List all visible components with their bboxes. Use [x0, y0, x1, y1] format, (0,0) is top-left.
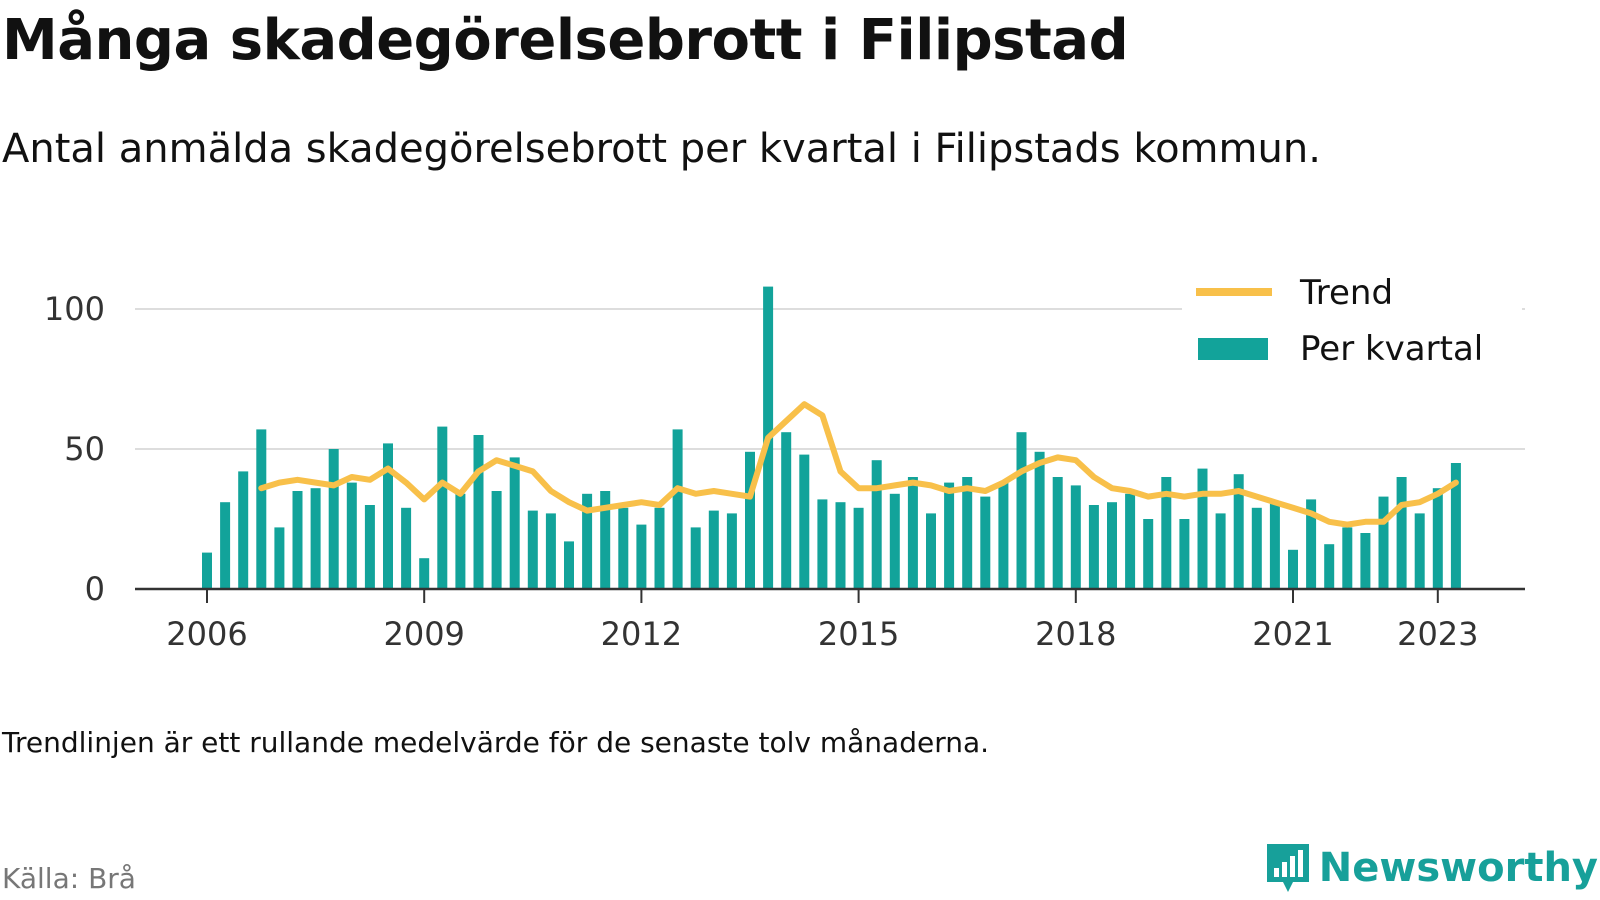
bar [437, 426, 448, 589]
legend-bar-label: Per kvartal [1300, 329, 1483, 369]
bar [944, 482, 955, 589]
x-tick-label: 2023 [1397, 615, 1478, 653]
bar [328, 449, 339, 589]
bar [998, 482, 1009, 589]
chart: 0 50 100 2006 2009 2012 2015 2018 2021 2023 Trend… [44, 272, 1525, 653]
x-tick-label: 2018 [1035, 615, 1116, 653]
bar [672, 429, 683, 589]
bar [889, 493, 900, 589]
bar [1414, 513, 1425, 589]
bar [545, 513, 556, 589]
bar [726, 513, 737, 589]
bar [220, 502, 231, 589]
bar [1052, 477, 1063, 589]
bar [1107, 502, 1117, 589]
bar [1070, 485, 1081, 589]
bar [1269, 502, 1280, 589]
y-tick-label: 0 [85, 570, 105, 608]
bar [1161, 477, 1172, 589]
bar [202, 552, 212, 589]
bar [509, 457, 520, 589]
bar [926, 513, 936, 589]
bar [745, 451, 755, 589]
x-tick-label: 2021 [1252, 615, 1333, 653]
bar [799, 454, 810, 589]
bar [455, 493, 466, 589]
bar [292, 491, 303, 589]
bar [582, 493, 593, 589]
bar [835, 502, 846, 589]
chart-title: Många skadegörelsebrott i Filipstad [2, 8, 1129, 73]
bar [1360, 533, 1371, 589]
bar [1450, 463, 1461, 589]
bar [636, 524, 647, 589]
x-tick-label: 2009 [383, 615, 464, 653]
bar [1288, 549, 1298, 589]
bar [419, 558, 430, 589]
legend: Trend Per kvartal [1182, 272, 1522, 380]
bar [600, 491, 611, 589]
bar [708, 510, 719, 589]
bar [1251, 507, 1262, 589]
bar [564, 541, 574, 589]
newsworthy-logo-icon [1266, 844, 1309, 892]
bar [1306, 499, 1317, 589]
source-text: Källa: Brå [2, 862, 136, 895]
bar [654, 507, 665, 589]
bar [383, 443, 393, 589]
bar [817, 499, 828, 589]
bar [962, 477, 973, 589]
x-tick-label: 2012 [601, 615, 682, 653]
bar [1088, 505, 1099, 589]
bar [473, 435, 484, 589]
bar [1125, 493, 1136, 589]
bar [491, 491, 502, 589]
trend-series [258, 401, 1459, 528]
bar [256, 429, 267, 589]
bar [1342, 527, 1353, 589]
bar [1378, 496, 1389, 589]
bar [1034, 451, 1045, 589]
x-tick-label: 2015 [818, 615, 899, 653]
brand-name: Newsworthy [1318, 845, 1598, 891]
bar [274, 527, 285, 589]
y-tick-label: 50 [64, 430, 105, 468]
bar [346, 482, 357, 589]
bar [1396, 477, 1407, 589]
bar [1432, 488, 1443, 589]
bar [907, 477, 918, 589]
axes: 0 50 100 2006 2009 2012 2015 2018 2021 2023 [44, 290, 1525, 653]
bar [1197, 468, 1208, 589]
bar [980, 496, 991, 589]
bar [853, 507, 864, 589]
y-tick-label: 100 [44, 290, 105, 328]
bar [1233, 474, 1244, 589]
bar [1016, 432, 1027, 589]
trend-line [258, 401, 1459, 528]
bar [871, 460, 882, 589]
bar [690, 527, 701, 589]
bar [1179, 519, 1190, 589]
bar [238, 471, 249, 589]
bar [401, 507, 412, 589]
footnote: Trendlinjen är ett rullande medelvärde f… [2, 726, 990, 759]
brand-logo: Newsworthy [1263, 840, 1598, 896]
bar [310, 488, 321, 589]
bar [618, 507, 629, 589]
bar [1143, 519, 1154, 589]
legend-bar-swatch [1198, 338, 1268, 360]
bar [781, 432, 792, 589]
bar [1215, 513, 1226, 589]
bar [527, 510, 538, 589]
chart-subtitle: Antal anmälda skadegörelsebrott per kvar… [2, 126, 1321, 172]
legend-trend-label: Trend [1299, 273, 1393, 313]
bar [364, 505, 375, 589]
x-tick-label: 2006 [166, 615, 247, 653]
bar [1324, 544, 1335, 589]
